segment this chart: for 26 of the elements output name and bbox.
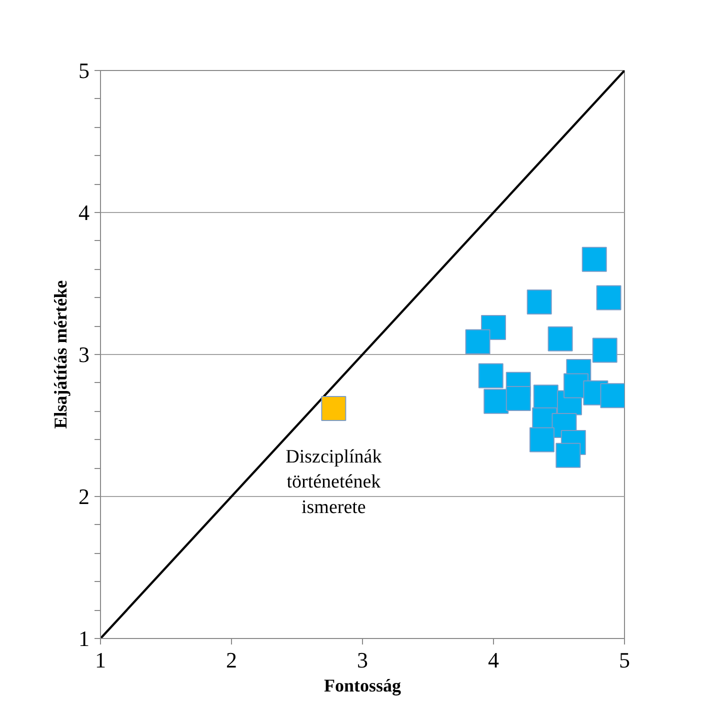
x-tick-label: 4 [488, 648, 499, 672]
point [478, 363, 504, 388]
y-tick-label: 2 [78, 484, 90, 509]
point [582, 246, 607, 272]
point [556, 442, 581, 468]
x-axis-title: Fontosság [324, 676, 402, 696]
x-tick-label: 3 [357, 648, 368, 672]
annotation: Diszciplínák történetének ismerete [286, 446, 382, 518]
point [321, 396, 346, 421]
point [506, 386, 531, 412]
point [592, 338, 618, 363]
point [529, 427, 554, 452]
x-tick-label: 2 [226, 648, 237, 672]
y-axis-title: Elsajátítás mértéke [50, 280, 70, 429]
point [600, 383, 624, 408]
y-tick-label: 5 [78, 58, 90, 83]
point [484, 388, 509, 414]
y-tick-label: 3 [78, 342, 90, 367]
y-tick-label: 1 [78, 626, 90, 651]
point [596, 285, 622, 310]
x-tick-label: 1 [95, 648, 106, 672]
x-tick-label: 5 [619, 648, 630, 672]
point [548, 326, 573, 352]
point [526, 289, 552, 314]
y-tick-label: 4 [78, 200, 90, 225]
point [465, 329, 490, 354]
